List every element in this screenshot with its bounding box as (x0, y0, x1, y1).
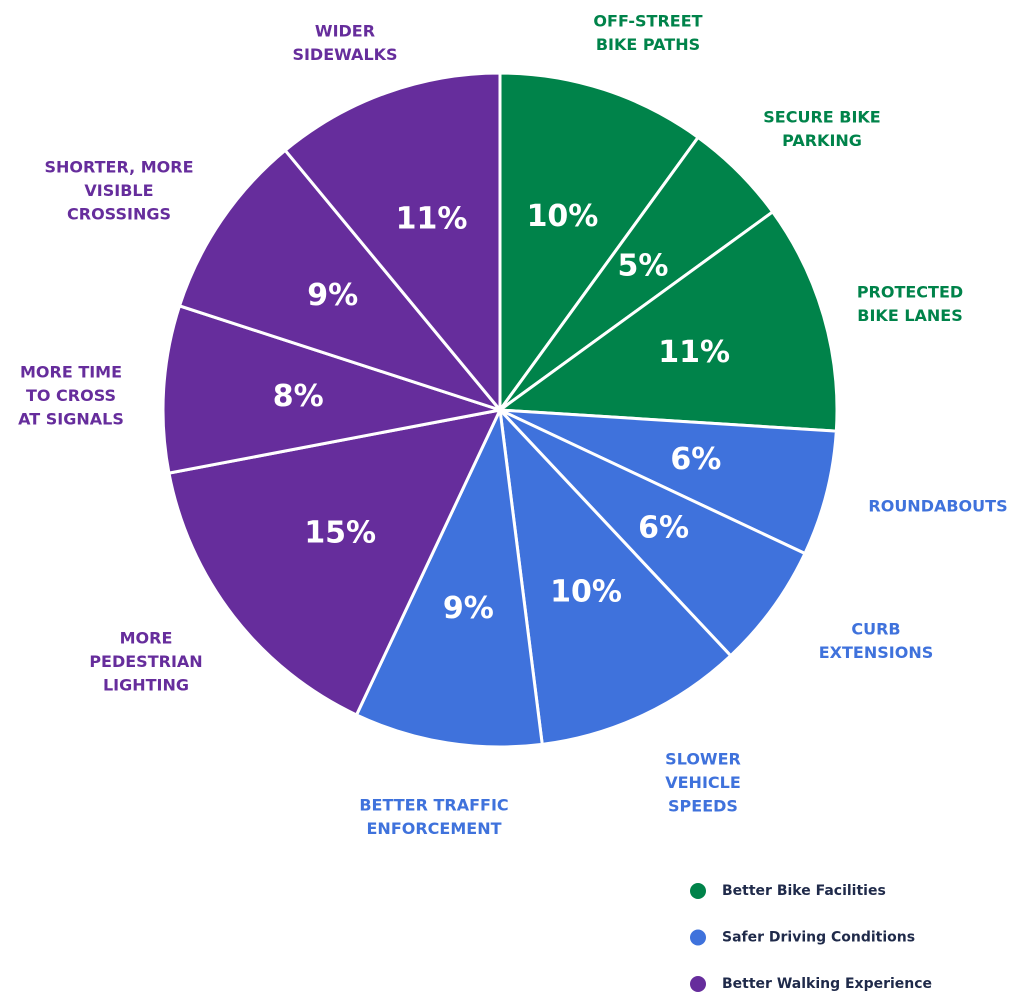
category-label: EXTENSIONS (819, 643, 934, 662)
value-label: 9% (443, 591, 494, 626)
category-label: AT SIGNALS (18, 410, 124, 429)
category-label: TO CROSS (26, 386, 116, 405)
value-label: 8% (273, 379, 324, 414)
category-label: SECURE BIKE (763, 108, 880, 127)
value-label: 10% (550, 574, 622, 609)
category-label: MORE (120, 629, 173, 648)
value-label: 6% (670, 442, 721, 477)
pie-slice (499, 408, 838, 556)
category-label: SPEEDS (668, 797, 738, 816)
legend-swatch (690, 929, 706, 946)
legend-label: Better Bike Facilities (722, 883, 886, 899)
category-label: VEHICLE (665, 773, 741, 792)
category-label: SIDEWALKS (292, 45, 397, 64)
category-label: PEDESTRIAN (89, 652, 202, 671)
pie-slice (498, 408, 807, 658)
category-label: LIGHTING (103, 676, 189, 695)
category-label: ENFORCEMENT (367, 819, 502, 838)
value-label: 11% (658, 335, 730, 370)
category-label: BIKE PATHS (596, 35, 700, 54)
value-label: 11% (396, 201, 468, 236)
value-label: 6% (638, 510, 689, 545)
category-label: OFF-STREET (593, 12, 702, 31)
pie-slice (283, 71, 502, 415)
value-label: 15% (304, 515, 376, 550)
legend-swatch (690, 976, 706, 992)
category-label: MORE TIME (20, 363, 122, 382)
pie-slice (495, 209, 839, 433)
pie-slice (161, 303, 501, 475)
legend-swatch (690, 883, 706, 899)
pie-slice (498, 71, 701, 415)
pie-slice (177, 148, 505, 414)
value-label: 9% (307, 278, 358, 313)
pie-slice (167, 407, 503, 717)
legend-label: Better Walking Experience (722, 976, 932, 992)
legend-label: Safer Driving Conditions (722, 930, 915, 946)
value-label: 10% (527, 199, 599, 234)
category-label: PARKING (782, 131, 862, 150)
category-label: ROUNDABOUTS (868, 497, 1007, 516)
category-label: BETTER TRAFFIC (359, 796, 508, 815)
category-label: BIKE LANES (857, 306, 962, 325)
value-label: 5% (618, 249, 669, 284)
category-label: PROTECTED (857, 283, 963, 302)
pie-slice (354, 404, 544, 749)
category-label: VISIBLE (84, 181, 153, 200)
category-label: SLOWER (665, 750, 741, 769)
category-label: CURB (851, 620, 900, 639)
category-label: CROSSINGS (67, 205, 171, 224)
pie-slice (497, 405, 733, 747)
category-label: SHORTER, MORE (45, 158, 194, 177)
category-label: WIDER (315, 22, 375, 41)
